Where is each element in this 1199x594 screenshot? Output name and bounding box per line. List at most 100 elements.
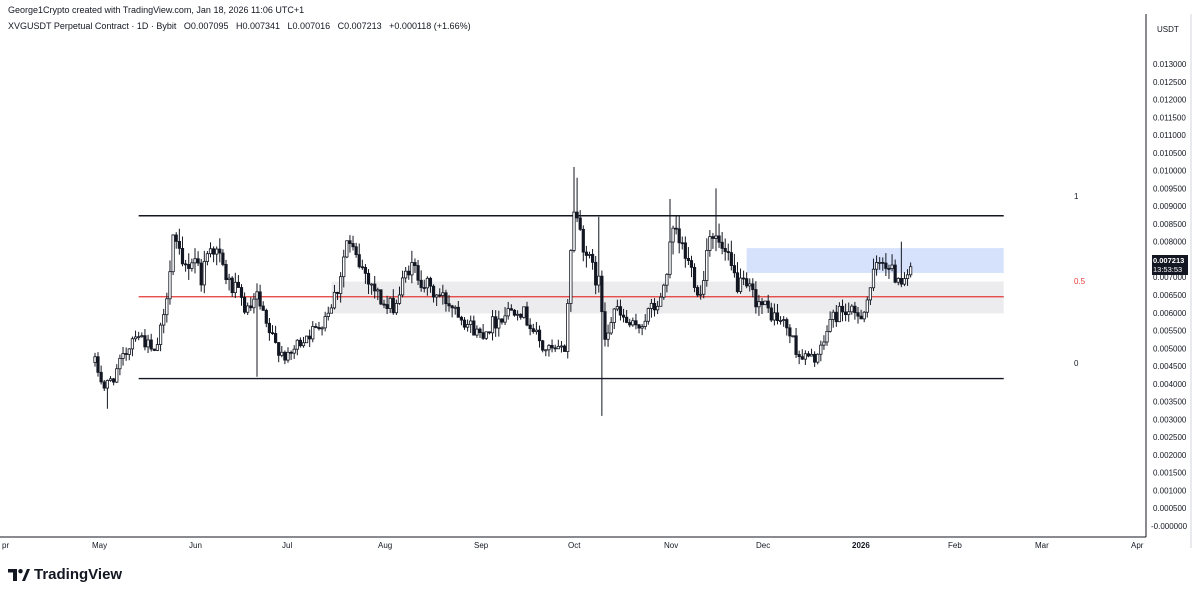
candle [292, 345, 296, 359]
price-tick-label: 0.004500 [1153, 362, 1187, 371]
candle [466, 319, 470, 332]
candle-body [705, 250, 709, 281]
candle [896, 277, 900, 286]
candle-body [162, 314, 166, 326]
candle [190, 258, 194, 272]
candle [893, 259, 897, 284]
candle-body [438, 294, 442, 297]
candle-body [453, 306, 457, 309]
candle-body [388, 297, 392, 309]
candle-body [242, 297, 247, 313]
candle [112, 377, 116, 386]
candle-body [165, 298, 169, 316]
candle-body [270, 332, 275, 335]
candle [360, 259, 364, 270]
candle [184, 259, 188, 272]
candle-body [447, 303, 451, 307]
candle-body [506, 308, 510, 317]
candle-body [233, 281, 237, 294]
candle-body [909, 266, 913, 276]
candle-body [800, 356, 804, 360]
candle [797, 350, 801, 365]
candle-body [459, 316, 464, 321]
candle [218, 238, 222, 263]
candle-body [190, 262, 194, 269]
time-tick-label: Mar [1035, 541, 1049, 550]
candle-body [323, 316, 327, 329]
candle [105, 379, 109, 409]
candle [264, 308, 268, 328]
candle-body [283, 351, 287, 361]
candle-body [304, 335, 309, 344]
candle [597, 216, 601, 293]
candle-body [382, 303, 386, 306]
candle [152, 348, 156, 352]
candle [512, 309, 517, 317]
candle-body [772, 312, 776, 321]
candle [547, 344, 551, 357]
candle-body [512, 309, 517, 316]
candle [834, 305, 838, 327]
candle-body [444, 292, 448, 305]
candle [803, 350, 807, 365]
candle [118, 354, 122, 376]
candle-body [102, 381, 106, 389]
zones-layer [331, 248, 1004, 314]
candle-body [308, 335, 312, 340]
candle [890, 254, 894, 272]
price-tick-label: 0.009000 [1153, 202, 1187, 211]
candle [569, 249, 573, 312]
candle [828, 311, 832, 333]
candle [794, 327, 798, 359]
candle [146, 334, 150, 354]
price-tick-label: 0.000500 [1153, 504, 1187, 513]
price-tick-label: 0.010000 [1153, 167, 1187, 176]
candle-body [760, 301, 764, 306]
candle-body [769, 307, 773, 321]
time-axis[interactable]: pr May Jun Jul Aug Sep Oct Nov Dec 2026 Feb Mar Apr [0, 536, 1146, 550]
candle-body [158, 324, 163, 345]
candle [708, 230, 712, 257]
candle-body [484, 331, 488, 339]
candle-body [544, 349, 548, 352]
candle [115, 364, 119, 384]
candle [699, 285, 703, 300]
candle [469, 315, 473, 333]
candle-body [865, 299, 869, 313]
candle-body [342, 256, 346, 278]
candle [233, 272, 237, 299]
tradingview-logo[interactable]: TradingView [8, 566, 122, 583]
candle-body [778, 320, 783, 322]
candle [99, 365, 103, 385]
candle-body [905, 274, 910, 280]
candle-body [837, 305, 842, 323]
candle [171, 234, 175, 276]
candle-body [640, 326, 644, 329]
candle [246, 302, 250, 315]
candle [431, 284, 436, 303]
candle [354, 242, 358, 258]
candle-body [261, 305, 265, 311]
candle-body [625, 316, 629, 323]
candle-body [566, 303, 570, 352]
candle [370, 283, 374, 295]
time-tick-label: 2026 [852, 541, 870, 550]
candle [541, 339, 545, 353]
candle [286, 347, 290, 363]
candle [236, 275, 240, 288]
candle-body [791, 335, 795, 338]
candle [379, 289, 383, 306]
candle-body [475, 328, 479, 336]
candle-body [528, 324, 532, 330]
candle-body [692, 266, 697, 288]
candle [738, 268, 743, 294]
candle [766, 294, 770, 313]
candle-body [152, 348, 156, 351]
candle-body [819, 344, 823, 355]
candle [819, 340, 823, 362]
candle [711, 232, 715, 249]
candle [447, 295, 451, 312]
candle [782, 316, 786, 327]
candle [717, 223, 721, 248]
